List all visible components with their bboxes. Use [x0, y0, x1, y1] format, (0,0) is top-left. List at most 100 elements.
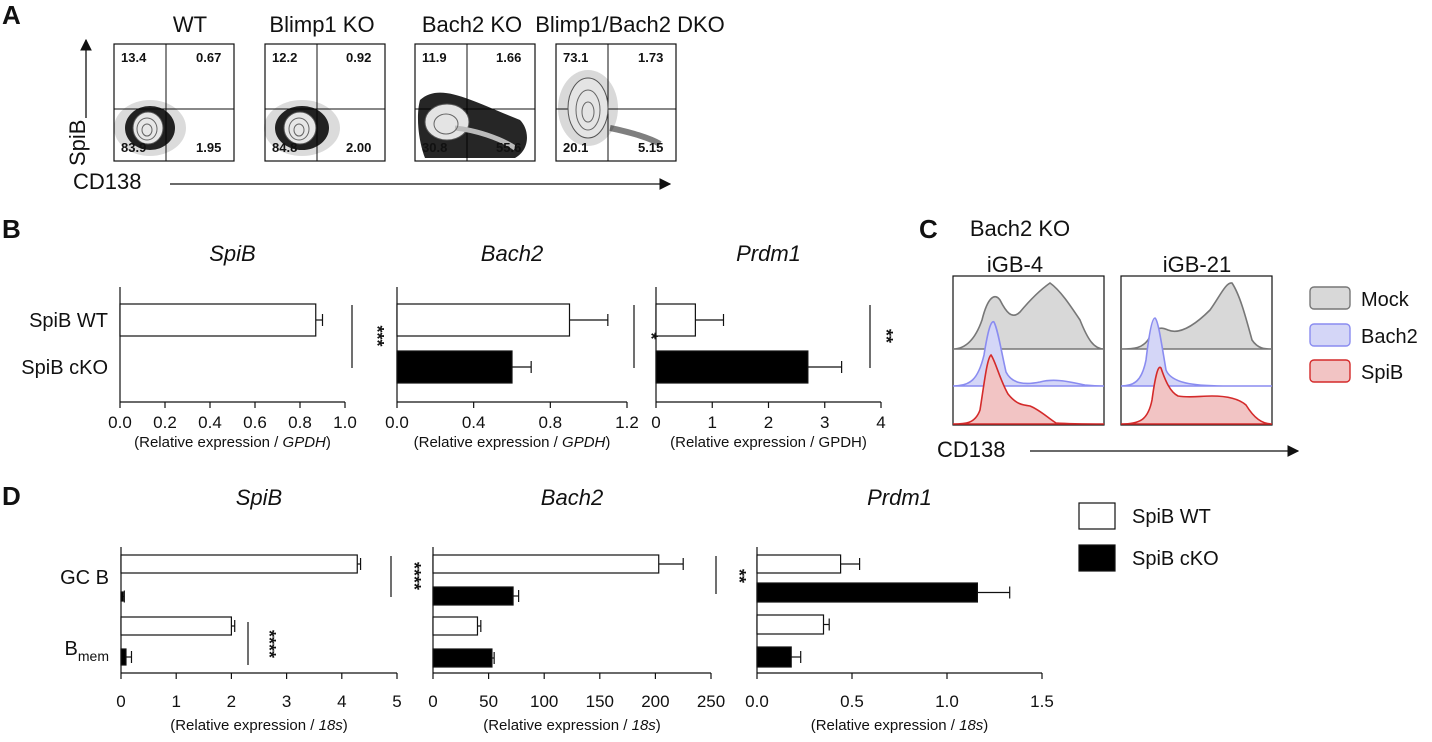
hist-legend: Mock Bach2 SpiB	[1309, 286, 1418, 384]
legend-bach2-label: Bach2	[1361, 326, 1418, 348]
legend-spib: SpiB	[1309, 359, 1403, 384]
x-tick-label: 1.0	[333, 413, 357, 432]
panel-letter-a: A	[2, 0, 21, 30]
significance-label: ***	[367, 325, 387, 346]
hist-subtitle-igb21: iGB-21	[1163, 252, 1231, 277]
quadrant-ur-wt: 0.67	[196, 50, 221, 65]
x-axis-label: (Relative expression / GPDH)	[414, 434, 611, 451]
legend-spib-cko-label: SpiB cKO	[1132, 548, 1219, 570]
flow-plot-bach2-ko: Bach2 KO 11.9 1.66 30.8 55.6	[414, 12, 536, 162]
hist-x-label: CD138	[937, 437, 1005, 462]
bar-spib-wt	[119, 303, 317, 337]
category-label-spib-wt: SpiB WT	[29, 310, 108, 332]
x-tick-label: 3	[282, 692, 291, 711]
bar-spib-cko-bmem	[432, 648, 493, 668]
hist-title: Bach2 KO	[970, 216, 1070, 241]
flow-cloud-bach2-ko	[417, 92, 527, 158]
bar-spib-wt-gc-b	[120, 554, 358, 574]
chart-title: Bach2	[481, 241, 543, 266]
quadrant-lr-wt: 1.95	[196, 140, 221, 155]
chart-b-prdm1: Prdm1 0 1 2 3 4 (Relative expression / GPDH) **	[651, 241, 896, 451]
significance-label: *	[641, 332, 661, 339]
bar-spib-cko-bmem	[120, 648, 127, 666]
quadrant-lr-bach2-ko: 55.6	[496, 140, 521, 155]
quadrant-ll-bach2-ko: 30.8	[422, 140, 447, 155]
flow-title-blimp1-ko: Blimp1 KO	[269, 12, 374, 37]
x-axis-label: (Relative expression / GPDH)	[670, 434, 867, 451]
x-tick-label: 5	[392, 692, 401, 711]
panel-letter-d: D	[2, 481, 21, 511]
quadrant-ul-bach2-ko: 11.9	[422, 50, 447, 65]
significance-label: **	[729, 569, 749, 583]
chart-title: SpiB	[236, 485, 282, 510]
hist-spib-igb4	[952, 353, 1105, 425]
flow-plot-dko: Blimp1/Bach2 DKO 73.1 1.73 20.1 5.15	[535, 12, 725, 162]
x-tick-label: 0.5	[840, 692, 864, 711]
chart-d-prdm1: Prdm1 0.0 0.5 1.0 1.5 (Relative expression / …	[745, 485, 1054, 734]
x-tick-label: 2	[764, 413, 773, 432]
bar-spib-cko-gc-b	[120, 591, 124, 602]
x-tick-label: 1	[708, 413, 717, 432]
category-label-spib-cko: SpiB cKO	[21, 357, 108, 379]
legend-bach2: Bach2	[1309, 323, 1418, 348]
x-tick-label: 0	[116, 692, 125, 711]
chart-title: Bach2	[541, 485, 603, 510]
x-tick-label: 100	[530, 692, 558, 711]
x-tick-label: 3	[820, 413, 829, 432]
quadrant-lr-dko: 5.15	[638, 140, 663, 155]
chart-title: Prdm1	[867, 485, 932, 510]
flow-cloud-blimp1-ko	[264, 100, 340, 156]
chart-d-spib: SpiB 0 1 2 3 4 5 (Relative expression / 18s) GC …	[60, 485, 424, 734]
hist-plot-igb21	[1120, 275, 1273, 426]
legend-bach2-swatch	[1309, 323, 1351, 347]
panel-c: Bach2 KO iGB-4 iGB-21 CD138 Mock	[937, 216, 1418, 462]
quadrant-ll-dko: 20.1	[563, 140, 588, 155]
bar-spib-wt-bmem	[756, 614, 825, 635]
flow-title-bach2-ko: Bach2 KO	[422, 12, 522, 37]
quadrant-ur-bach2-ko: 1.66	[496, 50, 521, 65]
x-tick-label: 0.6	[243, 413, 267, 432]
x-tick-label: 0.4	[462, 413, 486, 432]
x-tick-label: 50	[479, 692, 498, 711]
x-tick-label: 1	[171, 692, 180, 711]
flow-plot-blimp1-ko: Blimp1 KO 12.2 0.92 84.8 2.00	[264, 12, 386, 162]
quadrant-ur-dko: 1.73	[638, 50, 663, 65]
significance-label: **	[876, 329, 896, 343]
flow-title-wt: WT	[173, 12, 207, 37]
x-tick-label: 200	[641, 692, 669, 711]
x-tick-label: 250	[697, 692, 725, 711]
flow-cloud-wt	[114, 100, 186, 156]
significance-label: ****	[404, 562, 424, 590]
x-tick-label: 0	[428, 692, 437, 711]
flow-y-label: SpiB	[65, 120, 90, 166]
bar-spib-cko-gc-b	[432, 586, 514, 606]
chart-b-spib: SpiB 0.0 0.2 0.4 0.6 0.8 1.0(Relative expressi…	[21, 241, 387, 451]
quadrant-ul-wt: 13.4	[121, 50, 147, 65]
x-tick-label: 4	[876, 413, 885, 432]
x-axis-label: (Relative expression / 18s)	[483, 717, 661, 734]
legend-spib-wt-swatch	[1078, 502, 1116, 530]
x-tick-label: 0.4	[198, 413, 222, 432]
x-tick-label: 0	[651, 413, 660, 432]
bar-spib-wt	[396, 303, 571, 337]
chart-b-bach2: Bach2 0.0 0.4 0.8 1.2(Relative expression / …	[385, 241, 661, 451]
x-tick-label: 0.0	[108, 413, 132, 432]
chart-title: SpiB	[209, 241, 255, 266]
bar-spib-wt-bmem	[120, 616, 233, 636]
x-axis-label: (Relative expression / 18s)	[170, 717, 348, 734]
x-tick-label: 1.0	[935, 692, 959, 711]
panel-letter-c: C	[919, 214, 938, 244]
quadrant-ur-blimp1-ko: 0.92	[346, 50, 371, 65]
hist-subtitle-igb4: iGB-4	[987, 252, 1043, 277]
x-tick-label: 0.0	[745, 692, 769, 711]
x-tick-label: 0.0	[385, 413, 409, 432]
x-tick-label: 1.2	[615, 413, 639, 432]
legend-mock-swatch	[1309, 286, 1351, 310]
bar-spib-cko	[655, 350, 809, 384]
x-tick-label: 0.8	[288, 413, 312, 432]
flow-cloud-dko	[558, 70, 662, 147]
flow-title-dko: Blimp1/Bach2 DKO	[535, 12, 725, 37]
panel-letter-b: B	[2, 214, 21, 244]
flow-x-label: CD138	[73, 169, 141, 194]
